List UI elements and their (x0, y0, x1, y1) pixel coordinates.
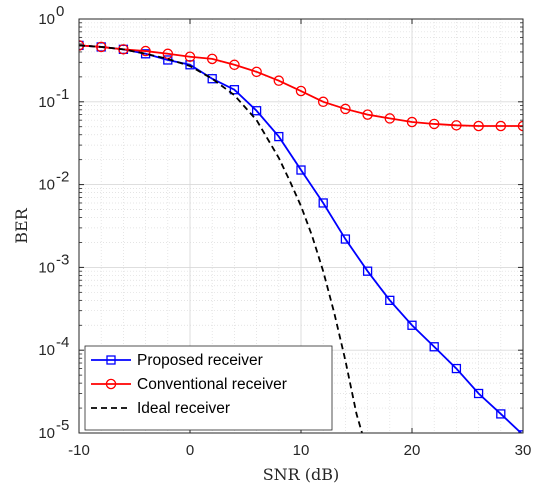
data-point-circle (495, 120, 507, 132)
legend-marker-circle (105, 378, 117, 390)
y-tick-label: 10 -4 (38, 334, 69, 359)
y-tick-label: 10 -1 (38, 86, 69, 111)
series-line (79, 44, 523, 127)
data-point-circle (229, 59, 240, 71)
legend-item: Conventional receiver (91, 376, 287, 393)
data-point-square (340, 234, 351, 244)
data-point-square (229, 85, 240, 95)
legend-label: Proposed receiver (137, 352, 263, 369)
y-tick-label: 10 0 (38, 3, 64, 28)
y-tick-label-base: 10 (38, 342, 55, 359)
data-point-square (473, 388, 484, 399)
x-tick-label: 0 (186, 442, 194, 459)
data-point-circle (317, 96, 329, 108)
data-point-circle (428, 118, 440, 130)
x-tick-label: -10 (68, 442, 90, 459)
y-tick-label-exponent: -4 (56, 334, 69, 351)
y-tick-label-exponent: -2 (56, 169, 69, 186)
y-tick-label: 10 -5 (38, 417, 69, 442)
data-point-circle (162, 48, 174, 60)
data-point-circle (295, 85, 307, 97)
series-ideal-receiver (79, 44, 363, 433)
y-tick-label-base: 10 (38, 11, 55, 28)
y-tick-label-base: 10 (38, 94, 55, 111)
series-layer (79, 40, 523, 433)
legend-label: Ideal receiver (137, 400, 230, 417)
data-point-square (296, 165, 306, 175)
data-point-circle (273, 75, 285, 86)
y-tick-label-base: 10 (38, 425, 55, 442)
legend-label: Conventional receiver (137, 376, 287, 393)
data-point-circle (184, 51, 196, 63)
x-tick-labels: -10 0 10 20 30 (68, 442, 531, 459)
x-axis-title: SNR (dB) (263, 465, 340, 484)
x-tick-label: 20 (404, 442, 421, 459)
ticks-layer (78, 18, 524, 434)
y-tick-label-exponent: 0 (56, 3, 64, 20)
data-point-circle (384, 113, 396, 124)
series-conventional-receiver (79, 40, 523, 132)
data-point-square (407, 320, 417, 330)
legend: Proposed receiver Conventional receiver Id… (84, 345, 333, 431)
y-axis-title: BER (12, 207, 31, 243)
x-tick-label: 10 (293, 442, 310, 459)
data-point-square (429, 342, 439, 352)
legend-item: Proposed receiver (91, 352, 263, 369)
data-point-square (385, 295, 395, 305)
legend-marker-square (106, 355, 116, 365)
y-tick-label-base: 10 (38, 177, 55, 194)
y-tick-label-exponent: -3 (56, 251, 69, 268)
data-point-circle (340, 103, 351, 115)
y-tick-label-exponent: -1 (56, 86, 69, 103)
data-point-circle (95, 41, 107, 53)
y-tick-label-exponent: -5 (56, 417, 69, 434)
series-line (79, 44, 363, 433)
data-point-square (251, 106, 262, 116)
data-point-circle (251, 66, 262, 78)
data-point-circle (473, 120, 484, 132)
data-point-square (207, 74, 217, 84)
y-tick-label: 10 -3 (38, 251, 69, 276)
x-tick-label: 30 (515, 442, 532, 459)
data-point-circle (362, 109, 373, 120)
data-point-square (362, 266, 373, 276)
legend-item: Ideal receiver (91, 400, 230, 417)
data-point-square (318, 198, 328, 208)
data-point-circle (206, 53, 218, 65)
data-point-circle (451, 120, 462, 131)
y-tick-label: 10 -2 (38, 169, 69, 194)
data-point-circle (406, 116, 418, 128)
data-point-circle (140, 45, 151, 57)
data-point-square (274, 131, 284, 142)
data-point-circle (517, 120, 523, 132)
y-tick-label-base: 10 (38, 259, 55, 276)
data-point-square (496, 409, 506, 419)
data-point-square (451, 363, 462, 374)
